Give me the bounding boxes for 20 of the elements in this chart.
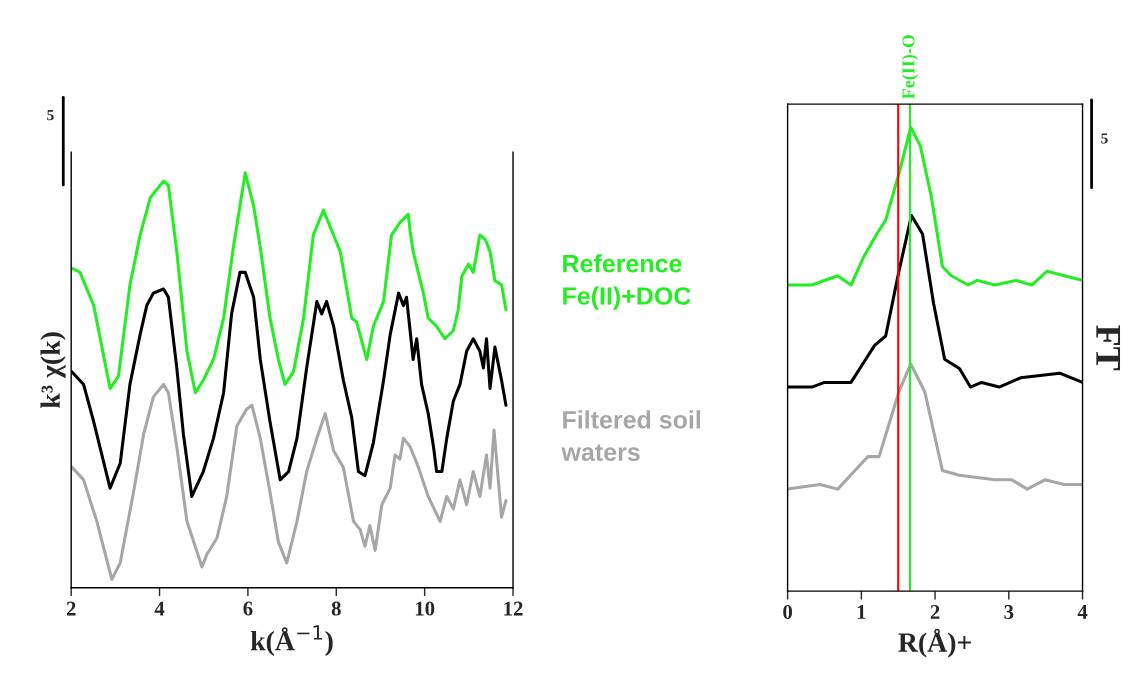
x-tick-label: 6 (243, 601, 253, 616)
text: 5 (47, 110, 54, 121)
y-axis-title: FT (1096, 325, 1121, 371)
x-axis-title: k(Å$^{−1}$) (250, 625, 333, 657)
x-tick-label: 12 (504, 601, 523, 616)
ref-line-label: Fe(II)-O (901, 34, 919, 99)
x-tick-label: 2 (66, 601, 76, 616)
text: Filtered soil waters (561, 410, 701, 461)
text: Reference Fe(II)+DOC (563, 254, 691, 310)
x-axis-title: R(Å)+ (898, 628, 971, 658)
x-tick-label: 1 (857, 605, 866, 619)
x-tick-label: 4 (1077, 605, 1088, 619)
x-tick-label: 2 (930, 605, 940, 619)
x-tick-label: 0 (783, 604, 793, 620)
x-tick-label: 10 (415, 601, 435, 616)
x-tick-label: 4 (154, 601, 165, 616)
x-tick-label: 3 (1004, 605, 1014, 620)
x-tick-label: 8 (331, 601, 341, 616)
y-axis-title: k³ χ(k) (40, 332, 66, 408)
text: 5 (1101, 133, 1108, 144)
